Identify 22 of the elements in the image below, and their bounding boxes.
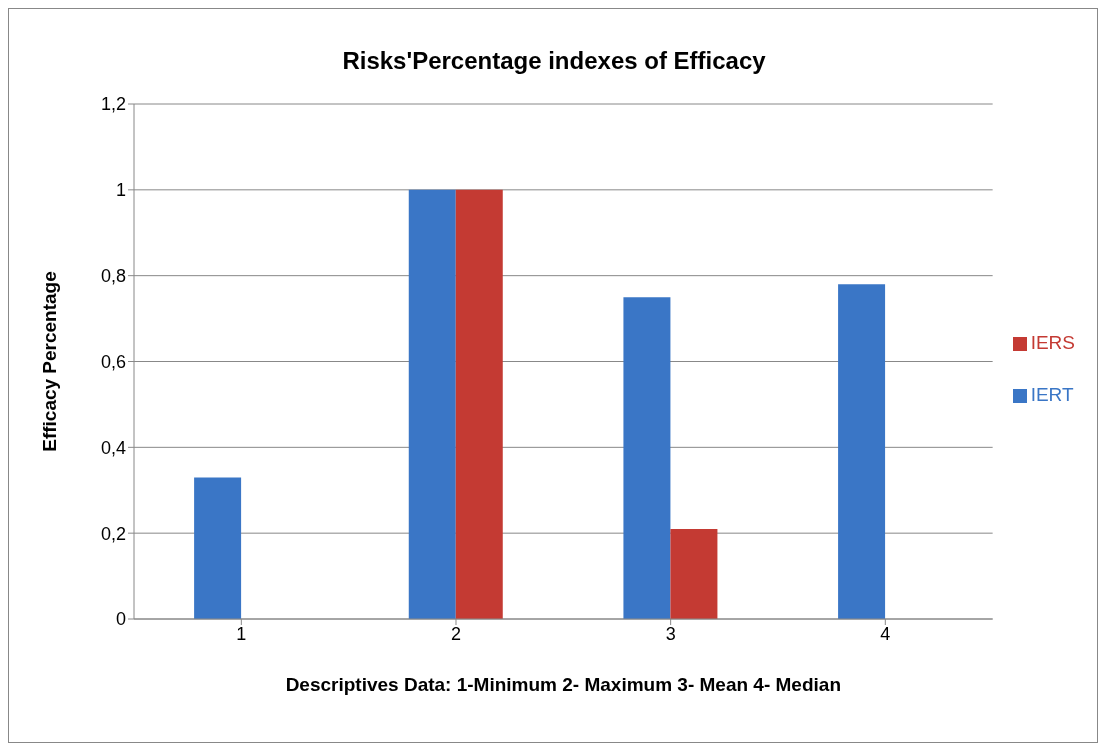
x-axis-title: Descriptives Data: 1-Minimum 2- Maximum 3- Mean 4- Median [285, 674, 842, 695]
y-tick-label: 0,2 [100, 523, 126, 544]
x-tick-label: 3 [665, 623, 676, 644]
x-tick-label: 4 [880, 623, 891, 644]
x-tick-label: 2 [450, 623, 461, 644]
legend-label: IERS [1030, 332, 1075, 353]
x-tick-label: 1 [236, 623, 247, 644]
y-tick-label: 1,2 [100, 94, 126, 115]
y-tick-label: 0,8 [100, 266, 126, 287]
bar [623, 297, 671, 619]
y-axis-title: Efficacy Percentage [38, 271, 60, 452]
bar [455, 189, 503, 619]
y-tick-label: 0 [115, 609, 126, 630]
chart-title: Risks'Percentage indexes of Efficacy [341, 47, 767, 75]
bar [194, 477, 242, 619]
bar [408, 189, 456, 619]
y-tick-label: 1 [115, 180, 126, 201]
legend-label: IERT [1030, 384, 1074, 405]
y-tick-label: 0,6 [100, 351, 126, 372]
y-tick-label: 0,4 [100, 437, 126, 458]
bar [838, 284, 886, 619]
bar [670, 528, 718, 619]
